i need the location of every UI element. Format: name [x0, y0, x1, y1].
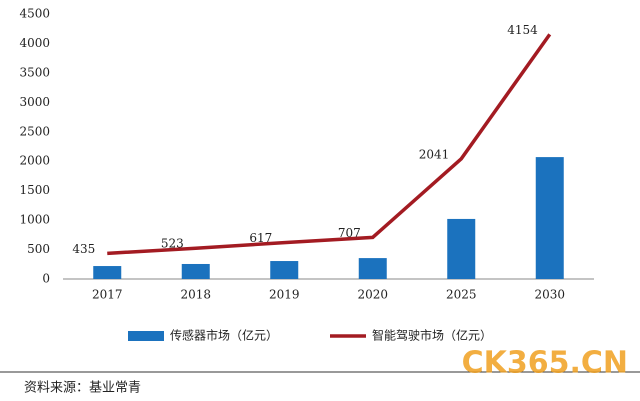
- x-tick-label: 2025: [446, 288, 477, 302]
- x-tick-label: 2018: [180, 288, 211, 302]
- source: 资料来源：基业常青: [24, 381, 141, 396]
- legend-swatch: [128, 331, 164, 341]
- legend-label: 传感器市场（亿元）: [170, 328, 278, 343]
- bar: [358, 258, 387, 279]
- y-tick-label: 4000: [19, 36, 50, 50]
- watermark: CK365.CN: [462, 346, 628, 381]
- y-tick-label: 500: [27, 242, 50, 256]
- x-tick-label: 2019: [269, 288, 300, 302]
- y-tick-label: 1000: [19, 213, 50, 227]
- bar: [181, 263, 210, 279]
- bar: [93, 266, 122, 279]
- data-label: 435: [72, 242, 95, 256]
- y-tick-label: 3500: [19, 65, 50, 79]
- data-label: 523: [161, 237, 184, 251]
- y-tick-label: 1500: [19, 183, 50, 197]
- x-tick-label: 2020: [357, 288, 388, 302]
- bar: [535, 157, 564, 279]
- y-tick-label: 4500: [19, 7, 50, 21]
- x-tick-label: 2017: [92, 288, 123, 302]
- y-tick-label: 2000: [19, 154, 50, 168]
- y-tick-label: 0: [42, 272, 50, 286]
- legend-label: 智能驾驶市场（亿元）: [372, 328, 492, 343]
- y-tick-label: 3000: [19, 95, 50, 109]
- bar: [447, 218, 476, 279]
- data-label: 707: [338, 226, 361, 240]
- data-label: 617: [249, 231, 272, 245]
- line: [107, 33, 552, 256]
- y-tick-label: 2500: [19, 124, 50, 138]
- bar: [270, 261, 299, 279]
- data-label: 2041: [419, 147, 450, 161]
- x-tick-label: 2030: [534, 288, 565, 302]
- data-label: 4154: [507, 23, 538, 37]
